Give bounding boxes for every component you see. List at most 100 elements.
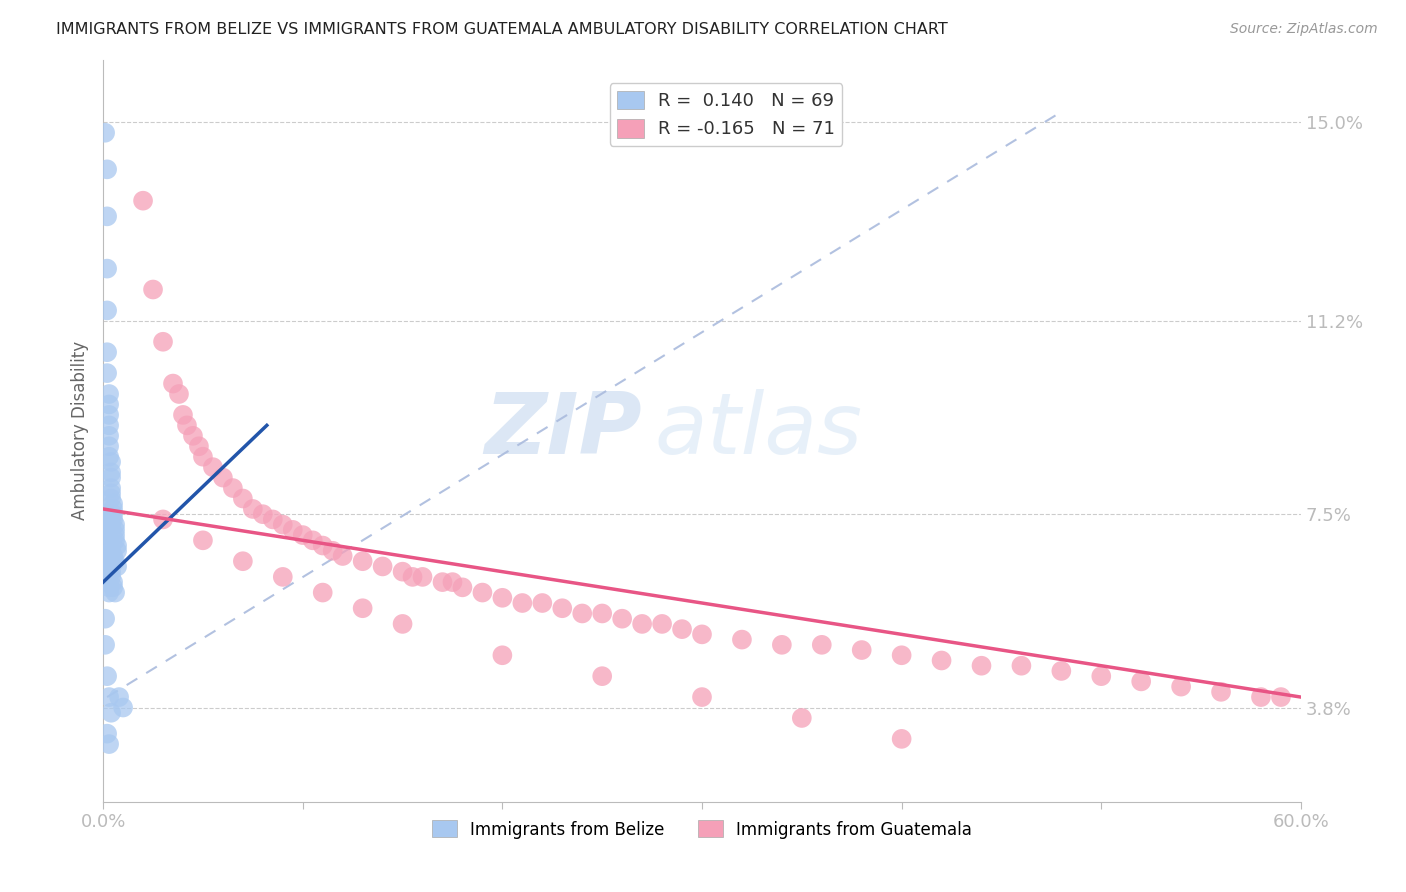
Point xyxy=(96,570,118,584)
Point xyxy=(96,210,118,224)
Point xyxy=(132,194,155,208)
Point xyxy=(104,528,127,542)
Point xyxy=(96,554,118,568)
Point xyxy=(770,638,793,652)
Point xyxy=(188,439,211,453)
Point xyxy=(98,559,121,574)
Point xyxy=(100,491,122,506)
Point xyxy=(98,397,121,411)
Point xyxy=(571,607,593,621)
Point xyxy=(890,731,912,746)
Point xyxy=(890,648,912,663)
Point xyxy=(441,575,464,590)
Point xyxy=(471,585,494,599)
Point xyxy=(612,612,634,626)
Point xyxy=(312,539,335,553)
Point xyxy=(101,502,124,516)
Point xyxy=(167,387,190,401)
Point xyxy=(101,507,124,521)
Point xyxy=(104,523,127,537)
Point xyxy=(731,632,754,647)
Point xyxy=(491,591,513,605)
Point xyxy=(98,418,121,433)
Point xyxy=(352,601,374,615)
Point xyxy=(98,539,121,553)
Point xyxy=(651,616,673,631)
Point xyxy=(101,512,124,526)
Point xyxy=(1270,690,1292,704)
Point xyxy=(108,690,131,704)
Point xyxy=(100,517,122,532)
Point xyxy=(100,486,122,500)
Point xyxy=(96,549,118,563)
Point xyxy=(104,517,127,532)
Point xyxy=(96,507,118,521)
Point xyxy=(491,648,513,663)
Point xyxy=(391,616,413,631)
Point xyxy=(104,585,127,599)
Point xyxy=(152,512,174,526)
Point xyxy=(810,638,832,652)
Point xyxy=(105,543,128,558)
Point xyxy=(101,580,124,594)
Point xyxy=(1090,669,1112,683)
Point xyxy=(790,711,813,725)
Point xyxy=(970,658,993,673)
Point xyxy=(176,418,198,433)
Point xyxy=(631,616,654,631)
Point xyxy=(98,585,121,599)
Point xyxy=(1010,658,1032,673)
Point xyxy=(98,512,121,526)
Point xyxy=(512,596,534,610)
Point xyxy=(100,481,122,495)
Point xyxy=(94,565,117,579)
Point xyxy=(96,528,118,542)
Point xyxy=(191,450,214,464)
Point xyxy=(1130,674,1153,689)
Point xyxy=(96,261,118,276)
Point xyxy=(96,162,118,177)
Point xyxy=(104,533,127,548)
Point xyxy=(271,570,294,584)
Point xyxy=(96,575,118,590)
Text: IMMIGRANTS FROM BELIZE VS IMMIGRANTS FROM GUATEMALA AMBULATORY DISABILITY CORREL: IMMIGRANTS FROM BELIZE VS IMMIGRANTS FRO… xyxy=(56,22,948,37)
Point xyxy=(401,570,423,584)
Point xyxy=(322,543,344,558)
Text: Source: ZipAtlas.com: Source: ZipAtlas.com xyxy=(1230,22,1378,37)
Point xyxy=(312,585,335,599)
Point xyxy=(352,554,374,568)
Point xyxy=(1170,680,1192,694)
Point xyxy=(142,283,165,297)
Point xyxy=(191,533,214,548)
Point xyxy=(690,690,713,704)
Point xyxy=(100,455,122,469)
Point xyxy=(98,690,121,704)
Point xyxy=(101,575,124,590)
Point xyxy=(98,429,121,443)
Point xyxy=(301,533,323,548)
Point xyxy=(451,580,474,594)
Point xyxy=(671,622,693,636)
Point xyxy=(98,533,121,548)
Point xyxy=(105,559,128,574)
Point xyxy=(101,497,124,511)
Point xyxy=(104,554,127,568)
Point xyxy=(432,575,454,590)
Point xyxy=(262,512,284,526)
Point xyxy=(531,596,554,610)
Point xyxy=(1209,685,1232,699)
Point xyxy=(100,543,122,558)
Point xyxy=(391,565,413,579)
Point xyxy=(100,470,122,484)
Point xyxy=(100,466,122,480)
Text: ZIP: ZIP xyxy=(485,389,643,472)
Point xyxy=(232,491,254,506)
Point xyxy=(96,303,118,318)
Point xyxy=(98,387,121,401)
Point xyxy=(94,517,117,532)
Point xyxy=(232,554,254,568)
Point xyxy=(98,559,121,574)
Legend: Immigrants from Belize, Immigrants from Guatemala: Immigrants from Belize, Immigrants from … xyxy=(425,814,979,846)
Point xyxy=(96,726,118,740)
Point xyxy=(94,126,117,140)
